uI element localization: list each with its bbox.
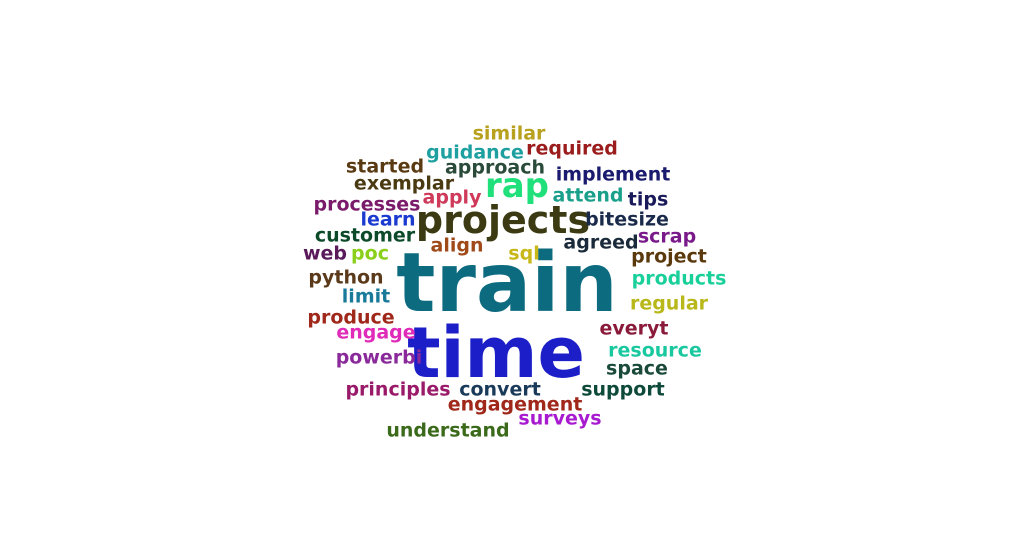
word-support: support xyxy=(581,378,665,401)
word-produce: produce xyxy=(307,306,395,329)
word-time: time xyxy=(407,312,585,394)
word-exemplar: exemplar xyxy=(353,172,455,195)
word-engagement: engagement xyxy=(447,393,583,416)
word-sql: sql xyxy=(508,242,540,265)
word-regular: regular xyxy=(629,292,709,315)
word-align: align xyxy=(430,234,484,257)
word-learn: learn xyxy=(360,208,416,231)
word-understand: understand xyxy=(386,419,510,442)
word-bitesize: bitesize xyxy=(585,208,669,231)
word-apply: apply xyxy=(422,186,482,209)
word-everyt: everyt xyxy=(599,317,669,340)
word-powerbi: powerbi xyxy=(335,346,423,369)
word-products: products xyxy=(631,267,727,290)
word-similar: similar xyxy=(472,122,546,145)
word-attend: attend xyxy=(552,184,624,207)
word-started: started xyxy=(345,155,425,178)
word-customer: customer xyxy=(314,224,416,247)
word-engage: engage xyxy=(336,321,416,344)
word-scrap: scrap xyxy=(637,225,697,248)
word-agreed: agreed xyxy=(563,231,639,254)
word-poc: poc xyxy=(351,242,389,265)
word-limit: limit xyxy=(341,285,391,308)
word-surveys: surveys xyxy=(518,407,602,430)
word-approach: approach xyxy=(444,156,546,179)
word-required: required xyxy=(526,137,618,160)
word-space: space xyxy=(606,357,668,380)
word-guidance: guidance xyxy=(426,141,524,164)
word-train: train xyxy=(396,236,618,331)
word-web: web xyxy=(302,242,348,265)
word-principles: principles xyxy=(345,378,451,401)
word-processes: processes xyxy=(313,193,421,216)
word-tips: tips xyxy=(627,188,669,211)
word-convert: convert xyxy=(459,378,541,401)
word-resource: resource xyxy=(608,339,702,362)
word-implement: implement xyxy=(555,163,671,186)
word-python: python xyxy=(308,266,384,289)
word-projects: projects xyxy=(415,198,591,242)
word-project: project xyxy=(631,245,707,268)
word-rap: rap xyxy=(484,166,550,206)
